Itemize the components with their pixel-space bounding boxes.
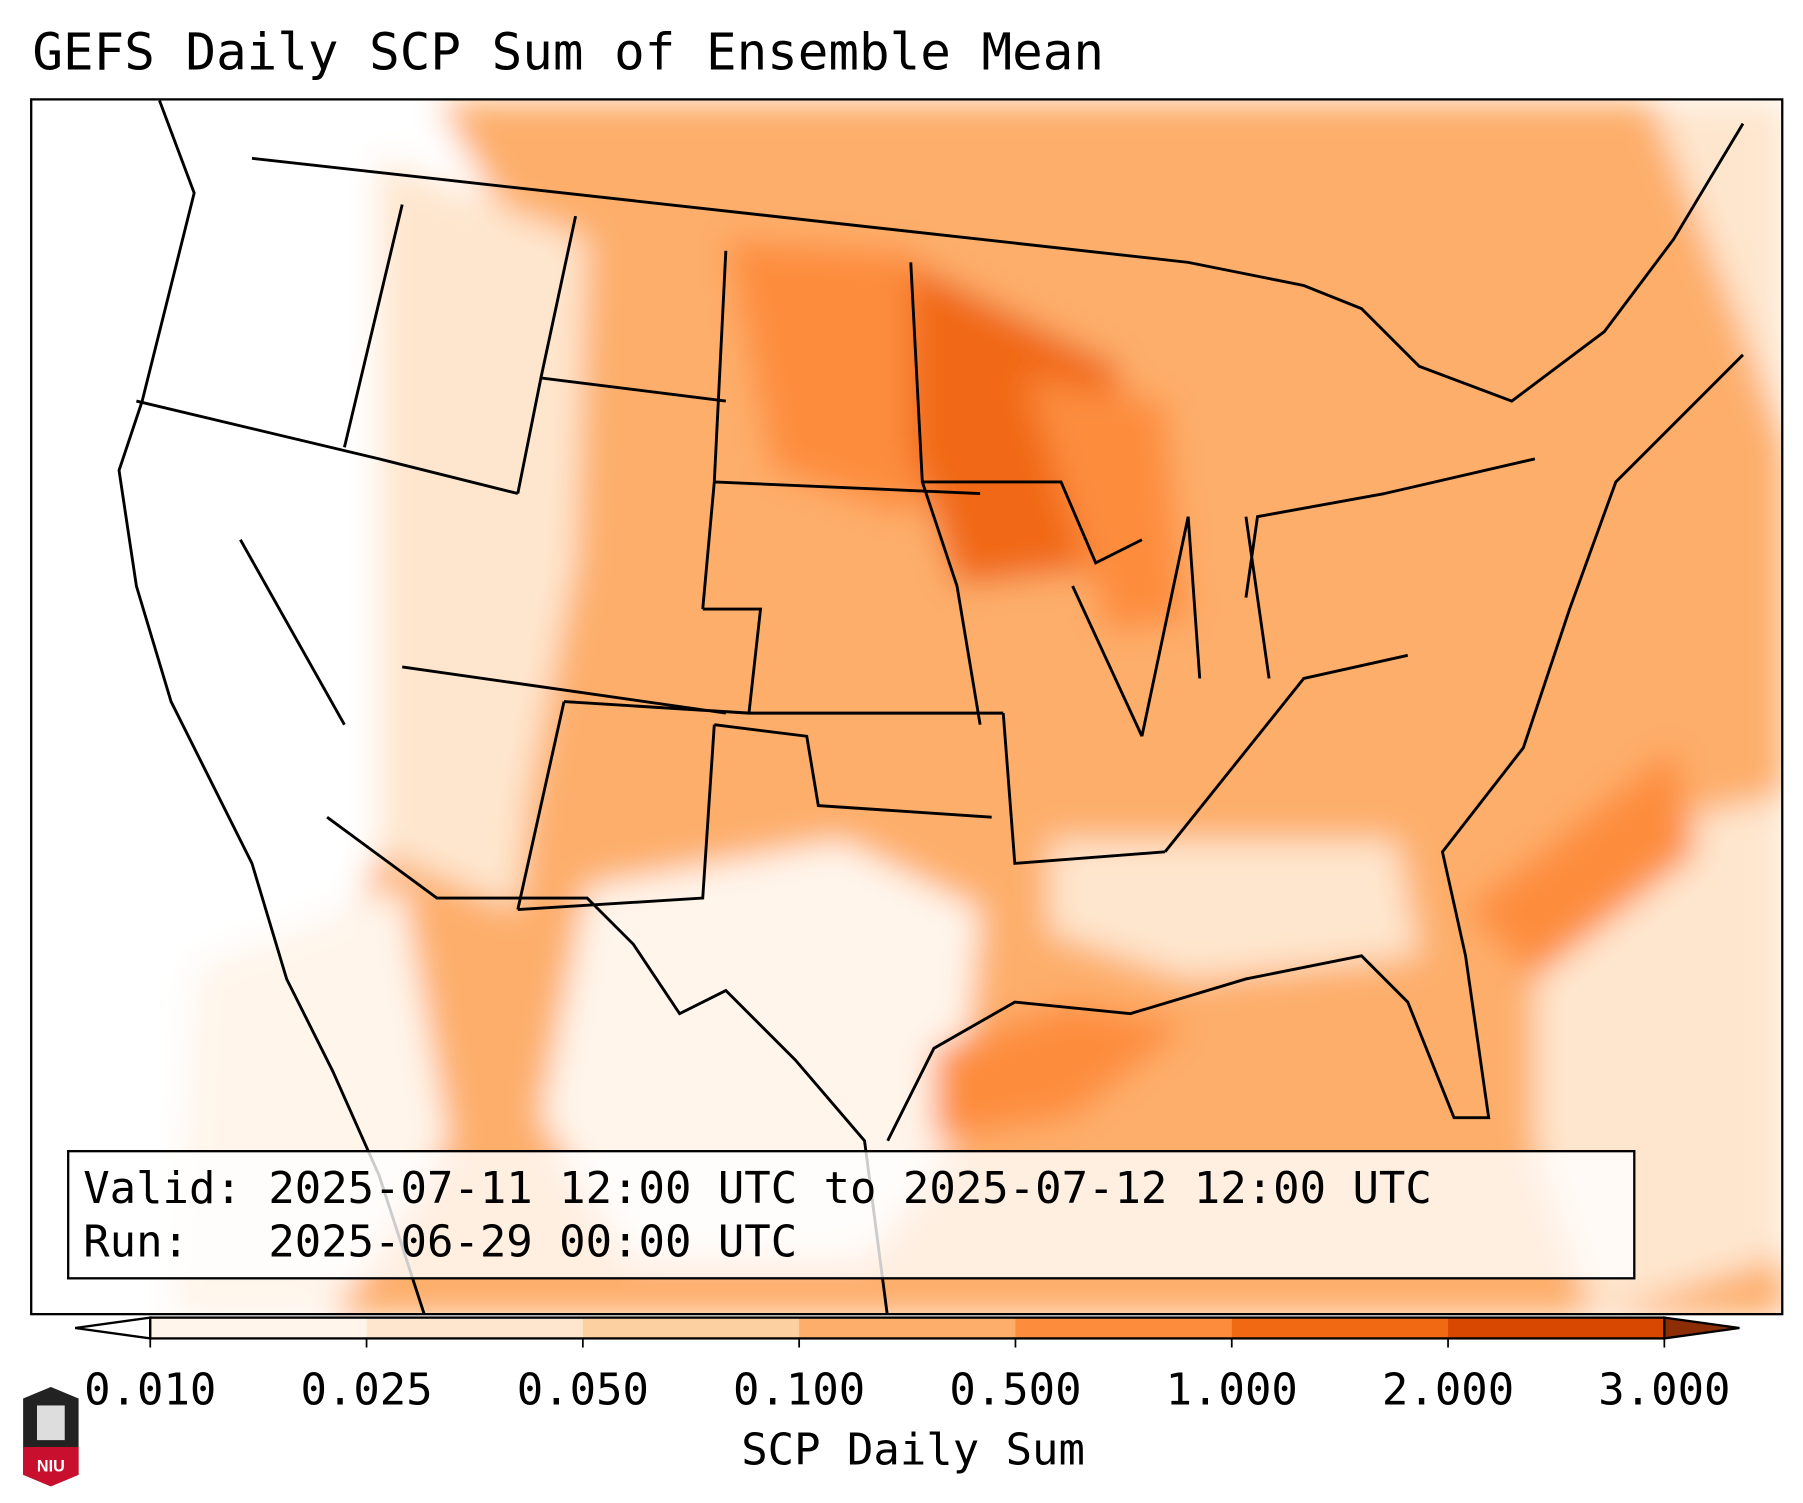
pacific-coastline <box>117 100 426 1313</box>
field-intermountain <box>379 158 588 910</box>
colorbar-tick-label: 2.000 <box>1381 1363 1515 1415</box>
scp-field <box>32 100 1782 1313</box>
colorbar-tick-label: 3.000 <box>1598 1363 1731 1415</box>
field-southeast <box>1049 840 1420 979</box>
field-gulf <box>933 1002 1189 1141</box>
svg-text:NIU: NIU <box>37 1457 65 1475</box>
colorbar <box>74 1316 1740 1348</box>
colorbar-bin <box>150 1317 368 1339</box>
colorbar-extend-min <box>74 1316 152 1340</box>
colorbar-tick-label: 0.025 <box>300 1363 433 1415</box>
boundaries <box>117 100 1745 1313</box>
field-northeast <box>1650 100 1782 435</box>
field-wi-il <box>1026 377 1189 633</box>
colorbar-bin <box>366 1317 584 1339</box>
valid-time: Valid: 2025-07-11 12:00 UTC to 2025-07-1… <box>83 1162 1432 1214</box>
info-box: Valid: 2025-07-11 12:00 UTC to 2025-07-1… <box>67 1150 1636 1280</box>
state-lines <box>136 204 1536 912</box>
colorbar-bin <box>582 1317 800 1339</box>
field-dakotas <box>725 239 958 517</box>
colorbar-bin <box>1231 1317 1449 1339</box>
colorbar-tick-label: 0.100 <box>733 1363 866 1415</box>
field-carolinas-offshore <box>1465 747 1697 979</box>
colorbar-tick-label: 0.010 <box>84 1363 217 1415</box>
run-time: Run: 2025-06-29 00:00 UTC <box>83 1215 798 1267</box>
colorbar-tick-label: 1.000 <box>1165 1363 1298 1415</box>
colorbar-tick-label: 0.050 <box>516 1363 649 1415</box>
canada-border <box>251 122 1745 403</box>
niu-logo: NIU <box>23 1386 79 1487</box>
colorbar-bin <box>1448 1317 1665 1339</box>
colorbar-bin <box>799 1317 1017 1339</box>
mexico-border <box>326 815 889 1313</box>
colorbar-label: SCP Daily Sum <box>741 1423 1085 1475</box>
gulf-atlantic-coastline <box>886 353 1744 1142</box>
colorbar-bin <box>1015 1317 1233 1339</box>
colorbar-extend-max <box>1663 1316 1740 1340</box>
map-panel <box>30 98 1784 1316</box>
colorbar-tick-label: 0.500 <box>949 1363 1082 1415</box>
chart-title: GEFS Daily SCP Sum of Ensemble Mean <box>32 23 1104 83</box>
colorbar-frame <box>149 1316 1666 1340</box>
